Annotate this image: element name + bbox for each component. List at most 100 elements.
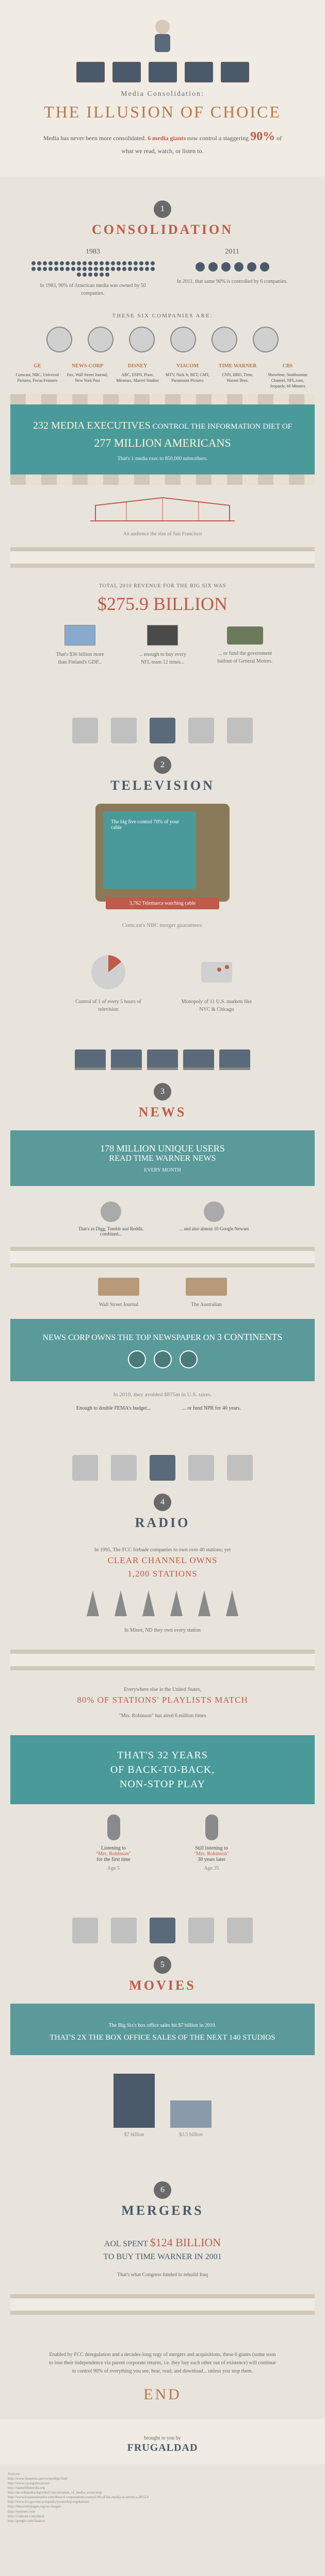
brand-col: TIME WARNERCNN, HBO, Time, Warner Bros. xyxy=(216,363,259,389)
badge-5: 5 xyxy=(154,1956,171,1974)
col-2011: 2011 In 2011, that same 90% is controlle… xyxy=(170,248,294,297)
cbs-logo xyxy=(253,327,279,352)
execs-mid: CONTROL THE INFORMATION DIET OF xyxy=(152,422,292,431)
sources-list: Sources: http://www.freepress.net/owners… xyxy=(0,2464,325,2531)
badge-3: 3 xyxy=(154,1083,171,1100)
radio-icon-row xyxy=(10,1455,315,1481)
google-news-icon xyxy=(204,1201,224,1222)
wavy-divider xyxy=(10,1247,315,1267)
disney-logo xyxy=(129,327,155,352)
device-icon-off xyxy=(111,1918,137,1943)
laptop-icon xyxy=(219,1049,250,1070)
rev-label: TOTAL 2010 REVENUE FOR THE BIG SIX WAS xyxy=(10,583,315,589)
mic-icon xyxy=(107,1815,120,1840)
section-news: 3 NEWS 178 MILLION UNIQUE USERS READ TIM… xyxy=(0,1024,325,1429)
tower-icon xyxy=(87,1590,99,1616)
section-mergers: 6 MERGERS AOL SPENT $124 BILLION TO BUY … xyxy=(0,2158,325,2335)
oil-barrel-icon xyxy=(147,625,178,646)
laptop-icon xyxy=(183,1049,214,1070)
end-title: END xyxy=(15,2386,310,2403)
footer-brand: FRUGALDAD xyxy=(10,2442,315,2454)
mic-icon xyxy=(205,1815,218,1840)
robinson-feature: THAT'S 32 YEARS OF BACK-TO-BACK, NON-STO… xyxy=(10,1735,315,1804)
footer: brought to you by FRUGALDAD xyxy=(0,2419,325,2464)
tower-icon xyxy=(115,1590,127,1616)
tv-screen: The big five control 70% of your cable xyxy=(103,811,196,889)
wsj-logo: Wall Street Journal xyxy=(88,1278,150,1309)
desktop-icon-off xyxy=(72,718,98,743)
bridge-caption: An audience the size of San Francisco xyxy=(10,531,315,537)
device-icon-off xyxy=(111,1455,137,1481)
finland-flag-icon xyxy=(64,625,95,646)
desktop-icon xyxy=(76,62,105,82)
brand-col: GEComcast, NBC, Universal Pictures, Focu… xyxy=(15,363,59,389)
tower-icon xyxy=(170,1590,183,1616)
consolidation-title: CONSOLIDATION xyxy=(10,222,315,238)
device-icon-off xyxy=(72,1455,98,1481)
execs-feature: 232 MEDIA EXECUTIVES CONTROL THE INFORMA… xyxy=(10,404,315,474)
bar xyxy=(170,2100,212,2128)
laptop-icon xyxy=(75,1049,106,1070)
mic-row: Listening to "Mrs. Robinson" for the fir… xyxy=(10,1815,315,1871)
brand-col: NEWS-CORPFox, Wall Street Journal, New Y… xyxy=(66,363,109,389)
device-icon-off xyxy=(188,1455,214,1481)
execs-count: 232 MEDIA EXECUTIVES xyxy=(33,420,151,431)
media-logo-row: Wall Street Journal The Australian xyxy=(10,1278,315,1309)
tower-icon xyxy=(142,1590,155,1616)
tv-icon xyxy=(149,62,177,82)
radio-icon-active xyxy=(150,1455,175,1481)
bridge-icon xyxy=(90,495,235,526)
mic-1: Listening to "Mrs. Robinson" for the fir… xyxy=(80,1815,147,1871)
execs-pop: 277 MILLION AMERICANS xyxy=(94,436,231,449)
tank-icon xyxy=(227,626,263,645)
timewarner-logo xyxy=(212,327,237,352)
clear-channel-block: In 1995, The FCC forbade companies to ow… xyxy=(10,1546,315,1634)
movies-title: MOVIES xyxy=(10,1978,315,1993)
main-title: THE ILLUSION OF CHOICE xyxy=(10,103,315,122)
device-icon-off xyxy=(188,1918,214,1943)
section-movies: 5 MOVIES The Big Six's box office sales … xyxy=(0,1892,325,2158)
stat-npr: ... or fund NPR for 40 years. xyxy=(173,1405,250,1411)
movies-icon-row xyxy=(10,1918,315,1943)
tower-icon xyxy=(226,1590,238,1616)
revenue-block: TOTAL 2010 REVENUE FOR THE BIG SIX WAS $… xyxy=(10,583,315,666)
tank-item: ... or fund the governmentbailout of Gen… xyxy=(214,626,276,665)
bridge-graphic: An audience the size of San Francisco xyxy=(10,495,315,537)
laptop-icon xyxy=(221,62,249,82)
globe-feature: NEWS CORP OWNS THE TOP NEWSPAPER ON 3 CO… xyxy=(10,1319,315,1381)
mergers-title: MERGERS xyxy=(10,2203,315,2218)
tower-icon xyxy=(198,1590,210,1616)
tv-title: TELEVISION xyxy=(10,778,315,793)
rev-amount: $275.9 BILLION xyxy=(10,593,315,615)
companies-label: THESE SIX COMPANIES ARE: xyxy=(10,313,315,319)
badge-2: 2 xyxy=(154,756,171,774)
mic-2: Still listening to "Mrs. Robinson" 30 ye… xyxy=(178,1815,245,1871)
year-label-1983: 1983 xyxy=(31,248,155,256)
news-brand-1: That's as Digg, Tumblr and Reddit, combi… xyxy=(75,1201,147,1236)
device-icon-off xyxy=(227,1918,253,1943)
year-label-2011: 2011 xyxy=(170,248,294,256)
laptop-icon xyxy=(147,1049,178,1070)
australian-logo: The Australian xyxy=(175,1278,237,1309)
badge-1: 1 xyxy=(154,200,171,218)
box-office-chart: $7 billion$3.5 billion xyxy=(85,2065,240,2138)
movie-icon-active xyxy=(150,1918,175,1943)
device-row xyxy=(10,62,315,82)
brand-col: DISNEYABC, ESPN, Pixar, Miramax, Marvel … xyxy=(116,363,159,389)
stat-fema: Enough to double FEMA's budget... xyxy=(75,1405,152,1411)
tv-banner: 3,762 Telemarcs watching cable xyxy=(106,897,219,909)
phone-icon-off xyxy=(188,718,214,743)
comcast-item-2: Monopoly of 11 U.S. markets like NYC & C… xyxy=(178,954,255,1013)
section-television: 2 TELEVISION The big five control 70% of… xyxy=(0,692,325,1024)
end-block: Enabled by FCC deregulation and a decade… xyxy=(0,2335,325,2419)
news-extra: In 2010, they avoided $875m in U.S. taxe… xyxy=(10,1392,315,1398)
radio-title: RADIO xyxy=(10,1515,315,1531)
device-icon-off xyxy=(72,1918,98,1943)
tv-icon-active xyxy=(150,718,175,743)
dots-1983 xyxy=(31,261,155,277)
viacom-logo xyxy=(170,327,196,352)
dots-2011 xyxy=(170,261,294,273)
tablet-icon-off xyxy=(111,718,137,743)
globe-icon xyxy=(180,1350,198,1368)
oil-item: ... enough to buy everyNFL team 12 times… xyxy=(132,625,193,666)
